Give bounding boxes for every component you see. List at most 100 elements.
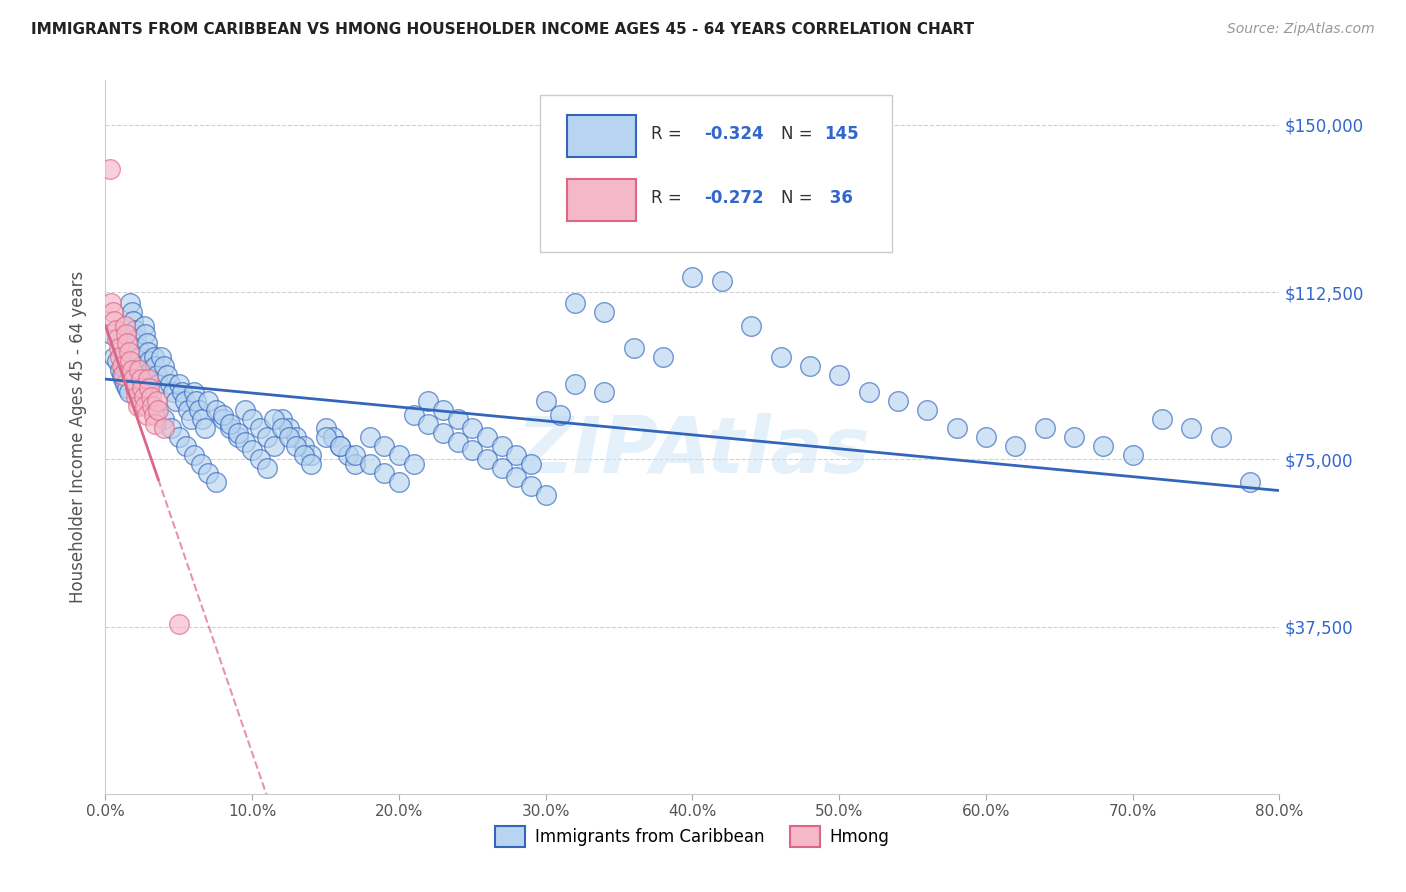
- Point: [359, 430, 381, 444]
- Point: [138, 354, 160, 368]
- Point: [114, 376, 136, 391]
- Point: [138, 394, 160, 409]
- Point: [150, 350, 173, 364]
- Text: -0.272: -0.272: [704, 189, 763, 207]
- Point: [292, 439, 315, 453]
- Point: [505, 448, 527, 462]
- Point: [233, 403, 256, 417]
- Point: [191, 412, 214, 426]
- Point: [156, 368, 179, 382]
- Point: [127, 341, 149, 355]
- Point: [461, 421, 484, 435]
- Point: [118, 385, 141, 400]
- Point: [120, 296, 142, 310]
- Point: [534, 488, 557, 502]
- Point: [117, 381, 139, 395]
- Point: [143, 359, 166, 373]
- Point: [418, 417, 440, 431]
- Point: [917, 403, 939, 417]
- Point: [103, 314, 125, 328]
- Y-axis label: Householder Income Ages 45 - 64 years: Householder Income Ages 45 - 64 years: [69, 271, 87, 603]
- Point: [858, 385, 880, 400]
- Text: 145: 145: [824, 125, 859, 143]
- Point: [132, 318, 155, 333]
- Point: [167, 430, 190, 444]
- Point: [188, 403, 211, 417]
- Point: [263, 439, 285, 453]
- Point: [343, 448, 366, 462]
- Point: [160, 421, 183, 435]
- Point: [174, 439, 197, 453]
- Point: [139, 390, 162, 404]
- FancyBboxPatch shape: [567, 114, 636, 157]
- Point: [418, 394, 440, 409]
- Point: [432, 425, 454, 440]
- Point: [194, 421, 217, 435]
- Point: [105, 354, 128, 368]
- Text: ZIPAtlas: ZIPAtlas: [516, 413, 869, 490]
- Point: [534, 394, 557, 409]
- Point: [183, 448, 205, 462]
- Point: [110, 359, 132, 373]
- Point: [197, 394, 219, 409]
- Point: [1180, 421, 1202, 435]
- Point: [148, 403, 170, 417]
- FancyBboxPatch shape: [540, 95, 891, 252]
- Point: [564, 296, 586, 310]
- Point: [153, 412, 176, 426]
- Point: [256, 430, 278, 444]
- Point: [475, 452, 498, 467]
- Point: [1122, 448, 1144, 462]
- Point: [122, 372, 145, 386]
- Point: [491, 439, 513, 453]
- Point: [108, 363, 131, 377]
- Point: [974, 430, 997, 444]
- Text: 36: 36: [824, 189, 853, 207]
- Point: [128, 350, 150, 364]
- Point: [146, 394, 169, 409]
- Point: [170, 385, 193, 400]
- Point: [256, 461, 278, 475]
- Point: [1033, 421, 1056, 435]
- Point: [101, 305, 124, 319]
- Point: [120, 354, 142, 368]
- Point: [112, 372, 135, 386]
- Point: [112, 368, 135, 382]
- Point: [740, 318, 762, 333]
- Point: [1209, 430, 1232, 444]
- Point: [550, 408, 572, 422]
- Point: [98, 162, 121, 177]
- Point: [277, 430, 299, 444]
- Point: [887, 394, 910, 409]
- Point: [388, 448, 411, 462]
- Point: [143, 417, 166, 431]
- Point: [100, 327, 122, 342]
- Point: [118, 345, 141, 359]
- Point: [136, 345, 159, 359]
- Point: [315, 430, 337, 444]
- Point: [139, 363, 162, 377]
- Point: [135, 408, 157, 422]
- Point: [226, 430, 249, 444]
- Point: [299, 448, 322, 462]
- Point: [373, 439, 395, 453]
- Point: [132, 390, 155, 404]
- Point: [1004, 439, 1026, 453]
- Point: [402, 408, 425, 422]
- Point: [211, 408, 233, 422]
- Point: [336, 448, 359, 462]
- Point: [285, 439, 308, 453]
- Point: [623, 341, 645, 355]
- Point: [432, 403, 454, 417]
- Point: [146, 368, 169, 382]
- Point: [162, 385, 184, 400]
- FancyBboxPatch shape: [567, 178, 636, 221]
- Text: IMMIGRANTS FROM CARIBBEAN VS HMONG HOUSEHOLDER INCOME AGES 45 - 64 YEARS CORRELA: IMMIGRANTS FROM CARIBBEAN VS HMONG HOUSE…: [31, 22, 974, 37]
- Point: [124, 381, 146, 395]
- Point: [682, 269, 704, 284]
- Point: [121, 305, 143, 319]
- Point: [710, 274, 733, 288]
- Point: [128, 363, 150, 377]
- Point: [1063, 430, 1085, 444]
- Point: [249, 421, 271, 435]
